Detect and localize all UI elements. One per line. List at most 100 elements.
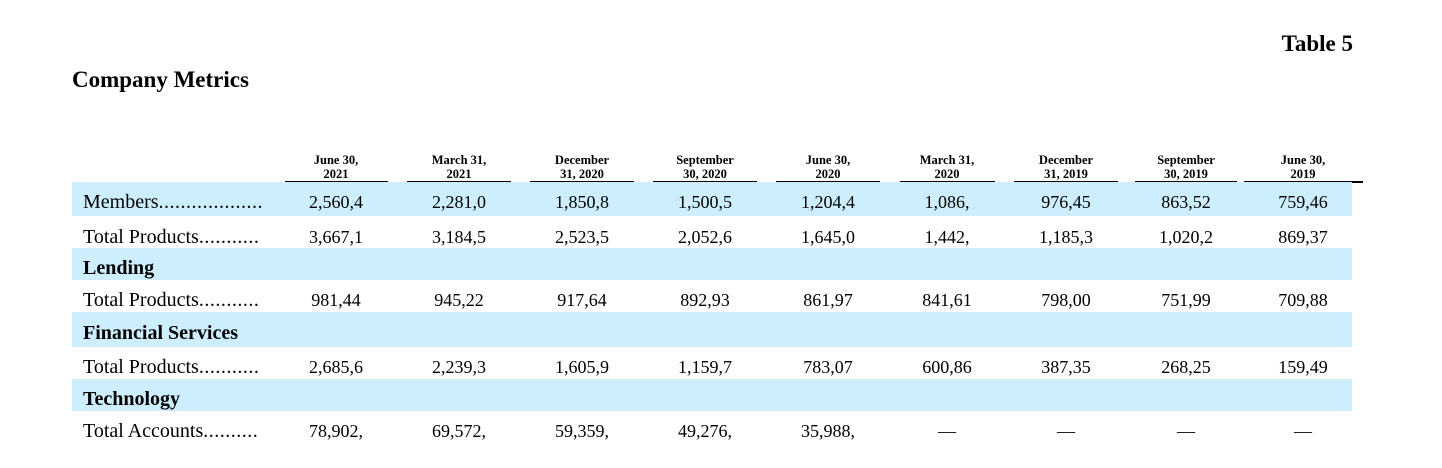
table-cell: 35,988, — [801, 421, 855, 441]
column-header-line: March 31, — [431, 153, 487, 167]
row-label-text: Members — [83, 191, 159, 213]
table-cell: 159,49 — [1278, 357, 1328, 377]
column-header-line: 30, 2019 — [1164, 167, 1208, 181]
table-cell: — — [1057, 421, 1075, 441]
column-header: June 30, 2021 — [284, 153, 388, 183]
column-header-line: December — [554, 153, 610, 167]
table-cell: 3,667,1 — [309, 227, 363, 247]
column-header-line: June 30, — [1280, 153, 1326, 167]
column-header: March 31, 2021 — [407, 153, 511, 183]
section-row: Technology — [72, 379, 1352, 411]
table-cell: 268,25 — [1161, 357, 1211, 377]
column-header-line: 2020 — [934, 167, 960, 181]
leader-dots: ........... — [198, 289, 260, 311]
table-cell: 3,184,5 — [432, 227, 486, 247]
table-cell: 49,276, — [678, 421, 732, 441]
table-cell: — — [1294, 421, 1312, 441]
section-row: Financial Services — [72, 312, 1352, 347]
table-cell: — — [1177, 421, 1195, 441]
row-label: Members................... — [83, 191, 263, 214]
table-row: Total Products........... 2,685,6 2,239,3 1… — [72, 347, 1352, 379]
table-row: Total Products........... 3,667,1 3,184,5 2… — [72, 216, 1352, 248]
table-row: Total Accounts.......... 78,902, 69,572, 59… — [72, 411, 1352, 468]
column-header: March 31, 2020 — [899, 153, 995, 183]
table-cell: 945,22 — [434, 290, 484, 310]
column-header: June 30, 2019 — [1243, 153, 1363, 183]
table-cell: 783,07 — [803, 357, 853, 377]
table-row: Total Products........... 981,44 945,22 917… — [72, 280, 1352, 312]
table-row: Members................... 2,560,4 2,281,0… — [72, 182, 1352, 216]
row-label-text: Total Products — [83, 356, 199, 378]
table-cell: 2,281,0 — [432, 192, 486, 212]
table-cell: 981,44 — [311, 290, 361, 310]
table-cell: 1,645,0 — [801, 227, 855, 247]
table-cell: 861,97 — [803, 290, 853, 310]
table-cell: 1,086, — [924, 192, 970, 212]
column-header: December 31, 2020 — [530, 153, 634, 183]
leader-dots: .......... — [203, 420, 259, 442]
table-cell: 976,45 — [1041, 192, 1091, 212]
table-cell: 759,46 — [1278, 192, 1328, 212]
section-label: Technology — [83, 388, 181, 410]
table-cell: 2,685,6 — [309, 357, 363, 377]
page-title: Company Metrics — [72, 67, 249, 92]
table-cell: 1,204,4 — [801, 192, 855, 212]
table-cell: 69,572, — [432, 421, 486, 441]
row-label: Total Products........... — [83, 289, 259, 312]
leader-dots: ........... — [198, 226, 260, 248]
table-cell: 751,99 — [1161, 290, 1211, 310]
column-header-line: March 31, — [919, 153, 975, 167]
leader-dots: ........... — [198, 356, 260, 378]
column-header-line: 31, 2019 — [1044, 167, 1088, 181]
table-cell: 2,560,4 — [309, 192, 363, 212]
column-header-line: September — [1157, 153, 1215, 167]
table-cell: 892,93 — [680, 290, 730, 310]
table-cell: 1,185,3 — [1039, 227, 1093, 247]
column-header-line: 31, 2020 — [560, 167, 604, 181]
table-cell: 863,52 — [1161, 192, 1211, 212]
column-header: June 30, 2020 — [776, 153, 880, 183]
table-cell: 387,35 — [1041, 357, 1091, 377]
table-cell: 1,850,8 — [555, 192, 609, 212]
table-cell: 917,64 — [557, 290, 607, 310]
column-header-line: 2021 — [323, 167, 349, 181]
table-cell: 1,020,2 — [1159, 227, 1213, 247]
table-number: Table 5 — [1281, 31, 1353, 56]
table-cell: 798,00 — [1041, 290, 1091, 310]
table-cell: 841,61 — [922, 290, 972, 310]
table-cell: 1,159,7 — [678, 357, 732, 377]
row-label-text: Total Products — [83, 226, 199, 248]
row-label-text: Total Accounts — [83, 420, 204, 442]
table-cell: 2,239,3 — [432, 357, 486, 377]
leader-dots: ................... — [158, 191, 264, 213]
column-header-line: June 30, — [805, 153, 851, 167]
section-label: Lending — [83, 257, 155, 279]
column-header-line: September — [676, 153, 734, 167]
table-cell: 1,605,9 — [555, 357, 609, 377]
column-header-line: December — [1038, 153, 1094, 167]
column-header-line: 2019 — [1290, 167, 1316, 181]
row-label: Total Accounts.......... — [83, 420, 258, 443]
section-label: Financial Services — [83, 322, 238, 344]
table-cell: 2,052,6 — [678, 227, 732, 247]
table-cell: 600,86 — [922, 357, 972, 377]
column-header: December 31, 2019 — [1014, 153, 1118, 183]
section-row: Lending — [72, 248, 1352, 280]
column-header-line: 2021 — [446, 167, 472, 181]
table-cell: 709,88 — [1278, 290, 1328, 310]
table-cell: 1,500,5 — [678, 192, 732, 212]
row-label-text: Total Products — [83, 289, 199, 311]
table-cell: — — [938, 421, 956, 441]
column-header: September 30, 2020 — [653, 153, 757, 183]
table-cell: 59,359, — [555, 421, 609, 441]
table-cell: 78,902, — [309, 421, 363, 441]
row-label: Total Products........... — [83, 226, 259, 248]
row-label: Total Products........... — [83, 356, 259, 379]
column-header-line: 30, 2020 — [683, 167, 727, 181]
table-cell: 869,37 — [1278, 227, 1328, 247]
table-cell: 1,442, — [924, 227, 970, 247]
table-cell: 2,523,5 — [555, 227, 609, 247]
column-header-line: 2020 — [815, 167, 841, 181]
column-header-line: June 30, — [313, 153, 359, 167]
column-header: September 30, 2019 — [1135, 153, 1237, 183]
